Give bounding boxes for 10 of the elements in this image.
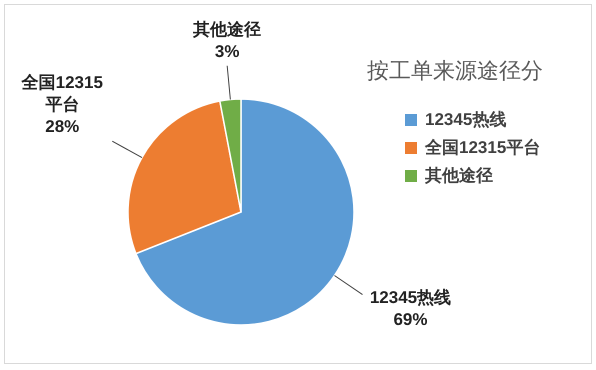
text: 按工单来源途径分 bbox=[366, 57, 544, 85]
slice-label: 全国12315平台 bbox=[20, 72, 104, 116]
slice-label: 12345热线 bbox=[368, 286, 452, 309]
data-label: 3% bbox=[214, 40, 240, 63]
slice-label: 其他途径 bbox=[192, 18, 262, 41]
data-label: 28% bbox=[44, 116, 80, 138]
legend-label: 12345热线 bbox=[425, 109, 506, 131]
data-label: 69% bbox=[392, 308, 428, 331]
legend-label: 全国12315平台 bbox=[425, 137, 540, 159]
legend-label: 其他途径 bbox=[425, 165, 493, 187]
